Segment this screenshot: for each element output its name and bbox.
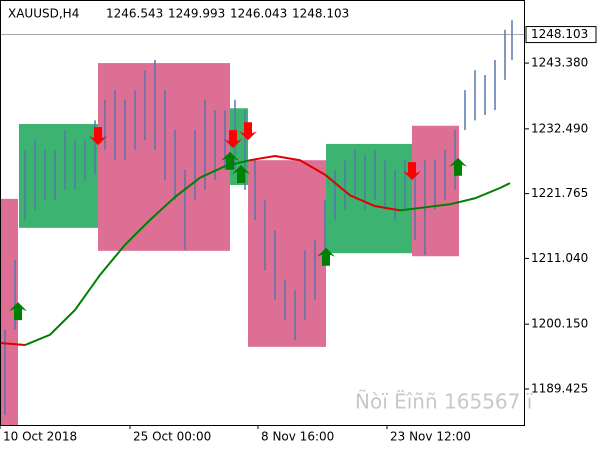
buy-arrow (232, 165, 250, 184)
ohlc-low: 1246.043 (230, 7, 287, 21)
x-tick-label: 8 Nov 16:00 (261, 430, 334, 444)
y-tick-label: 1221.765 (531, 186, 588, 200)
ohlc-close: 1248.103 (292, 7, 349, 21)
signal-box (248, 160, 326, 347)
y-tick-label: 1189.425 (531, 381, 588, 395)
y-tick-label: 1232.490 (531, 121, 588, 135)
ohlc-high: 1249.993 (168, 7, 225, 21)
buy-arrow (317, 247, 335, 266)
last-price-label: 1248.103 (531, 27, 588, 41)
signal-box (19, 123, 98, 228)
moving-average (0, 154, 401, 347)
sell-arrow (239, 122, 257, 141)
y-tick-label: 1200.150 (531, 317, 588, 331)
y-tick-label: 1211.040 (531, 251, 588, 265)
symbol: XAUUSD,H4 (8, 7, 79, 21)
x-tick-label: 23 Nov 12:00 (390, 430, 471, 444)
sell-arrow (224, 130, 242, 149)
last-price-box (525, 26, 597, 44)
x-tick-label: 10 Oct 2018 (3, 430, 77, 444)
signal-box (98, 63, 230, 251)
sell-arrow (89, 127, 107, 146)
y-tick-label: 1243.380 (531, 56, 588, 70)
sell-arrow (403, 162, 421, 181)
signal-box (326, 143, 412, 254)
buy-arrow (221, 151, 239, 170)
buy-arrow (449, 157, 467, 176)
plot-frame (0, 0, 525, 426)
buy-arrow (9, 302, 27, 321)
x-tick-label: 25 Oct 00:00 (133, 430, 211, 444)
moving-average (24, 159, 511, 346)
plot-area (0, 20, 525, 425)
watermark: Ñòï Ëîññ 165567 ï (355, 390, 533, 414)
ohlc-open: 1246.543 (106, 7, 163, 21)
